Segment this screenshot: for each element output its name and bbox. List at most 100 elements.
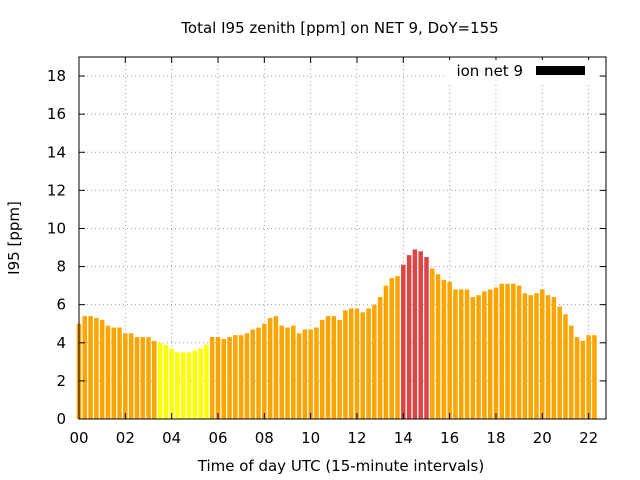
bar	[511, 283, 516, 419]
bar	[221, 338, 227, 419]
x-tick-label: 20	[533, 429, 552, 447]
bar	[545, 295, 551, 419]
bar	[296, 333, 302, 419]
bar	[563, 314, 568, 419]
bar	[267, 318, 273, 419]
bar	[482, 291, 487, 419]
bar	[534, 293, 539, 419]
axis-ticks	[78, 57, 606, 420]
x-axis-label: Time of day UTC (15-minute intervals)	[197, 457, 484, 475]
y-tick-label: 14	[47, 143, 66, 161]
bar	[82, 316, 88, 419]
bar	[152, 340, 157, 419]
bar	[476, 295, 481, 419]
legend-swatch	[536, 66, 585, 75]
bar	[522, 293, 528, 419]
bar	[291, 325, 296, 419]
bar	[528, 295, 533, 419]
x-tick-label: 10	[301, 429, 320, 447]
bar	[186, 352, 192, 419]
bar	[331, 316, 337, 419]
bar	[337, 319, 342, 419]
chart-title: Total I95 zenith [ppm] on NET 9, DoY=155	[180, 19, 498, 37]
bar	[175, 352, 180, 419]
bar	[395, 276, 400, 419]
bar	[354, 308, 360, 419]
plot-frame	[78, 56, 607, 420]
bar	[574, 337, 580, 419]
bar	[389, 278, 394, 419]
bar	[314, 327, 319, 419]
x-tick-label: 02	[116, 429, 135, 447]
y-tick-labels: 0 2 4 6 8 10 12 14 16 18	[47, 67, 66, 428]
bar	[551, 297, 557, 419]
bar	[94, 318, 99, 419]
bar	[302, 329, 308, 419]
bar	[250, 329, 255, 419]
bar	[157, 342, 163, 419]
bar	[285, 327, 290, 419]
bar	[146, 337, 151, 419]
legend: ion net 9	[446, 60, 598, 82]
bar	[308, 329, 313, 419]
bar	[105, 325, 111, 419]
bar	[88, 316, 93, 419]
bar	[592, 335, 597, 419]
bar	[204, 344, 209, 419]
y-tick-label: 2	[56, 372, 66, 390]
bar	[140, 337, 145, 419]
legend-label: ion net 9	[456, 62, 523, 80]
bar	[424, 257, 429, 419]
bar	[406, 255, 412, 419]
bar	[557, 306, 562, 419]
bar	[273, 316, 279, 419]
bar	[180, 352, 186, 419]
legend-background	[446, 60, 598, 82]
bar	[123, 333, 128, 419]
bar	[470, 297, 476, 419]
bar	[192, 350, 198, 419]
bar	[325, 316, 331, 419]
y-tick-label: 18	[47, 67, 66, 85]
x-tick-label: 18	[486, 429, 505, 447]
y-tick-label: 8	[56, 258, 66, 276]
bar	[244, 333, 250, 419]
bar	[215, 337, 221, 419]
bar	[493, 287, 499, 419]
bars	[76, 249, 597, 419]
bar	[458, 289, 464, 419]
x-tick-label: 12	[347, 429, 366, 447]
bar	[256, 327, 261, 419]
bar	[209, 337, 215, 419]
x-tick-label: 04	[162, 429, 181, 447]
bar	[499, 283, 505, 419]
x-tick-label: 22	[579, 429, 598, 447]
bar	[134, 337, 140, 419]
bar	[430, 268, 435, 419]
bar	[487, 289, 493, 419]
bar	[99, 319, 105, 419]
bar	[366, 308, 371, 419]
bar	[238, 335, 244, 419]
bar	[435, 274, 441, 419]
bar	[516, 285, 522, 419]
bar	[227, 337, 232, 419]
x-tick-label: 14	[394, 429, 413, 447]
bar	[453, 289, 458, 419]
bar	[447, 281, 452, 419]
x-tick-label: 08	[255, 429, 274, 447]
x-tick-labels: 00 02 04 06 08 10 12 14 16 18 20 22	[69, 429, 598, 447]
bar	[540, 289, 545, 419]
bar	[163, 344, 169, 419]
x-tick-label: 16	[440, 429, 459, 447]
bar	[262, 323, 267, 419]
bar	[279, 325, 284, 419]
bar	[343, 310, 348, 419]
y-tick-label: 4	[56, 334, 66, 352]
bar	[169, 348, 174, 419]
bar	[377, 297, 383, 419]
bar	[401, 264, 406, 419]
bar	[568, 325, 574, 419]
bar	[418, 251, 423, 419]
